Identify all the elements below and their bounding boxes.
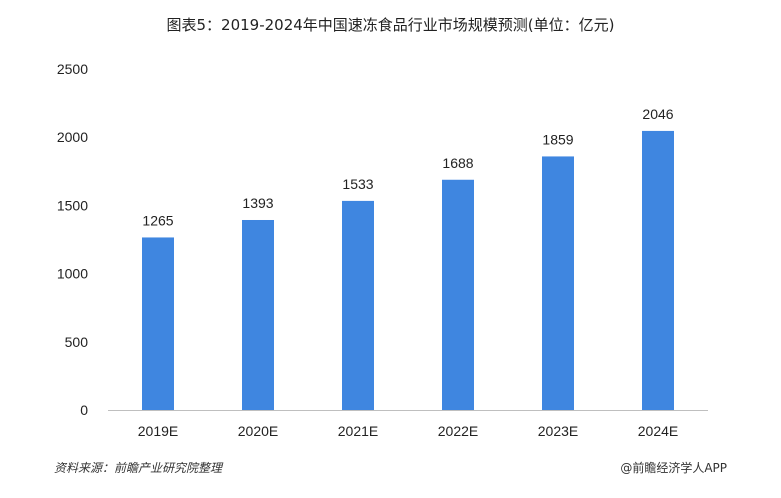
data-label: 1393 (242, 195, 273, 211)
y-tick-label: 1500 (57, 197, 88, 213)
x-tick-label: 2020E (238, 423, 278, 439)
data-label: 1533 (342, 176, 373, 192)
chart-title: 图表5：2019-2024年中国速冻食品行业市场规模预测(单位：亿元) (166, 16, 615, 34)
y-tick-label: 2000 (57, 129, 88, 145)
data-label: 1688 (442, 155, 473, 171)
bar (342, 200, 374, 410)
source-note: 资料来源：前瞻产业研究院整理 (54, 461, 223, 475)
data-labels: 1265 1393 1533 1688 1859 2046 (142, 106, 673, 229)
x-tick-label: 2022E (438, 423, 478, 439)
bar (142, 237, 174, 410)
y-tick-label: 0 (80, 402, 88, 418)
x-tick-label: 2021E (338, 423, 378, 439)
bar (242, 219, 274, 410)
bars (142, 130, 674, 410)
x-tick-label: 2023E (538, 423, 578, 439)
data-label: 2046 (642, 106, 673, 122)
bar (642, 130, 674, 410)
bar (542, 156, 574, 410)
y-tick-label: 1000 (57, 266, 88, 282)
x-axis-labels: 2019E 2020E 2021E 2022E 2023E 2024E (138, 423, 678, 439)
y-tick-label: 500 (65, 334, 89, 350)
data-label: 1859 (542, 131, 573, 147)
x-tick-label: 2019E (138, 423, 178, 439)
bar (442, 179, 474, 410)
data-label: 1265 (142, 212, 173, 228)
credit-note: @前瞻经济学人APP (620, 461, 727, 475)
x-tick-label: 2024E (638, 423, 678, 439)
y-tick-label: 2500 (57, 61, 88, 77)
y-axis-ticks: 0 500 1000 1500 2000 2500 (57, 61, 88, 418)
